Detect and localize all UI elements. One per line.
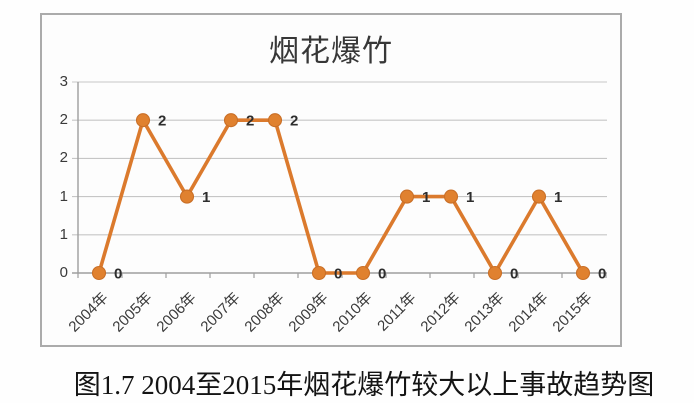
data-point-label: 1 bbox=[554, 189, 562, 206]
data-point-marker bbox=[311, 265, 327, 281]
y-tick-label: 1 bbox=[59, 225, 68, 243]
data-point-marker bbox=[91, 265, 107, 281]
data-point-label: 2 bbox=[158, 113, 166, 130]
data-point-label: 1 bbox=[202, 189, 210, 206]
data-point-label: 2 bbox=[246, 113, 254, 130]
line-chart-canvas: 0 2 1 2 2 0 0 1 1 0 1 0 bbox=[72, 81, 607, 283]
data-point-label: 2 bbox=[290, 113, 298, 130]
data-point-label: 1 bbox=[466, 189, 474, 206]
series-line bbox=[97, 118, 585, 275]
y-tick-label: 0 bbox=[59, 264, 68, 281]
data-point-marker bbox=[179, 189, 195, 204]
y-tick-label: 3 bbox=[59, 73, 68, 90]
figure-caption: 图1.7 2004至2015年烟花爆竹较大以上事故趋势图 bbox=[73, 370, 655, 400]
chart-title: 烟花爆竹 bbox=[269, 35, 393, 68]
data-point-label: 1 bbox=[422, 189, 430, 206]
data-point-marker bbox=[267, 113, 283, 128]
y-tick-label: 1 bbox=[59, 187, 68, 205]
y-tick-label: 2 bbox=[59, 149, 68, 167]
data-point-marker bbox=[443, 189, 459, 204]
y-tick-label: 2 bbox=[59, 111, 68, 129]
data-point-marker bbox=[399, 189, 415, 204]
data-point-marker bbox=[135, 113, 151, 128]
data-point-marker bbox=[487, 265, 503, 281]
data-point-label: 0 bbox=[334, 266, 342, 283]
data-point-marker bbox=[531, 189, 547, 204]
data-point-marker bbox=[575, 265, 591, 281]
data-point-marker bbox=[355, 265, 371, 281]
data-point-label: 0 bbox=[378, 266, 386, 283]
data-point-label: 0 bbox=[510, 266, 518, 283]
data-point-marker bbox=[223, 113, 239, 128]
data-point-label: 0 bbox=[598, 266, 606, 283]
data-point-label: 0 bbox=[114, 266, 122, 283]
